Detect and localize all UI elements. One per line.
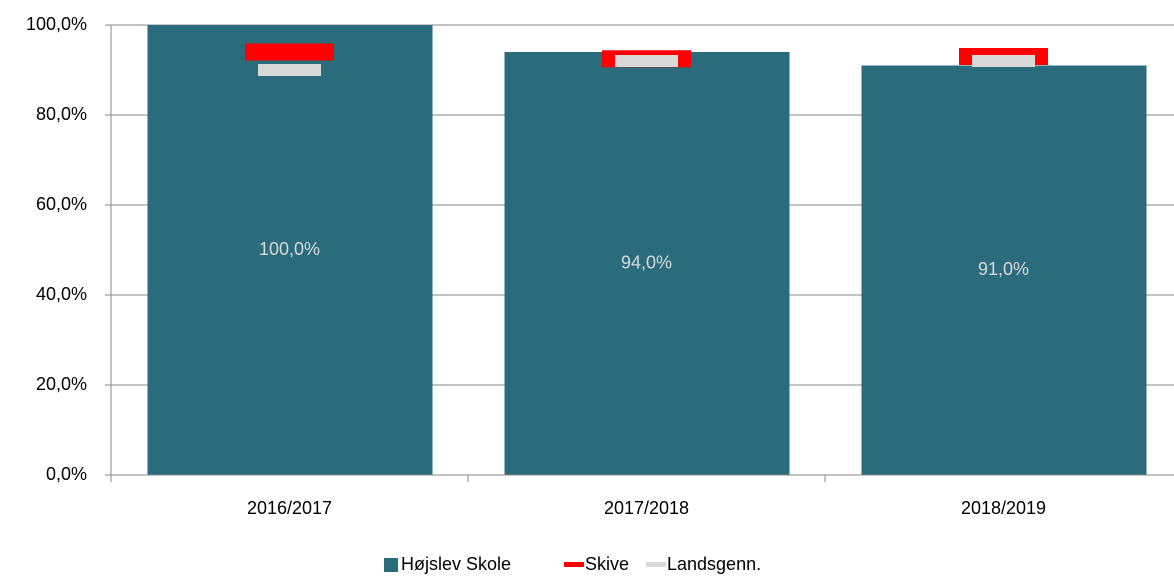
legend-swatch xyxy=(564,562,584,567)
marker xyxy=(972,55,1035,67)
legend-label: Skive xyxy=(585,554,629,574)
legend-label: Højslev Skole xyxy=(401,554,511,574)
data-label: 100,0% xyxy=(259,239,320,259)
data-label: 94,0% xyxy=(621,252,672,272)
x-tick-label: 2017/2018 xyxy=(604,498,689,518)
legend-label: Landsgenn. xyxy=(667,554,761,574)
bar xyxy=(147,25,433,475)
x-tick-label: 2016/2017 xyxy=(247,498,332,518)
y-tick-label: 100,0% xyxy=(26,14,87,34)
bar xyxy=(504,52,790,475)
y-tick-label: 40,0% xyxy=(36,284,87,304)
legend-swatch xyxy=(384,558,398,572)
x-tick-label: 2018/2019 xyxy=(961,498,1046,518)
y-tick-label: 20,0% xyxy=(36,374,87,394)
legend-swatch xyxy=(646,562,666,567)
y-tick-label: 80,0% xyxy=(36,104,87,124)
marker xyxy=(245,43,334,61)
marker xyxy=(615,55,678,67)
marker xyxy=(258,64,321,76)
y-tick-label: 60,0% xyxy=(36,194,87,214)
y-tick-label: 0,0% xyxy=(46,464,87,484)
data-label: 91,0% xyxy=(978,259,1029,279)
bar xyxy=(861,65,1147,475)
